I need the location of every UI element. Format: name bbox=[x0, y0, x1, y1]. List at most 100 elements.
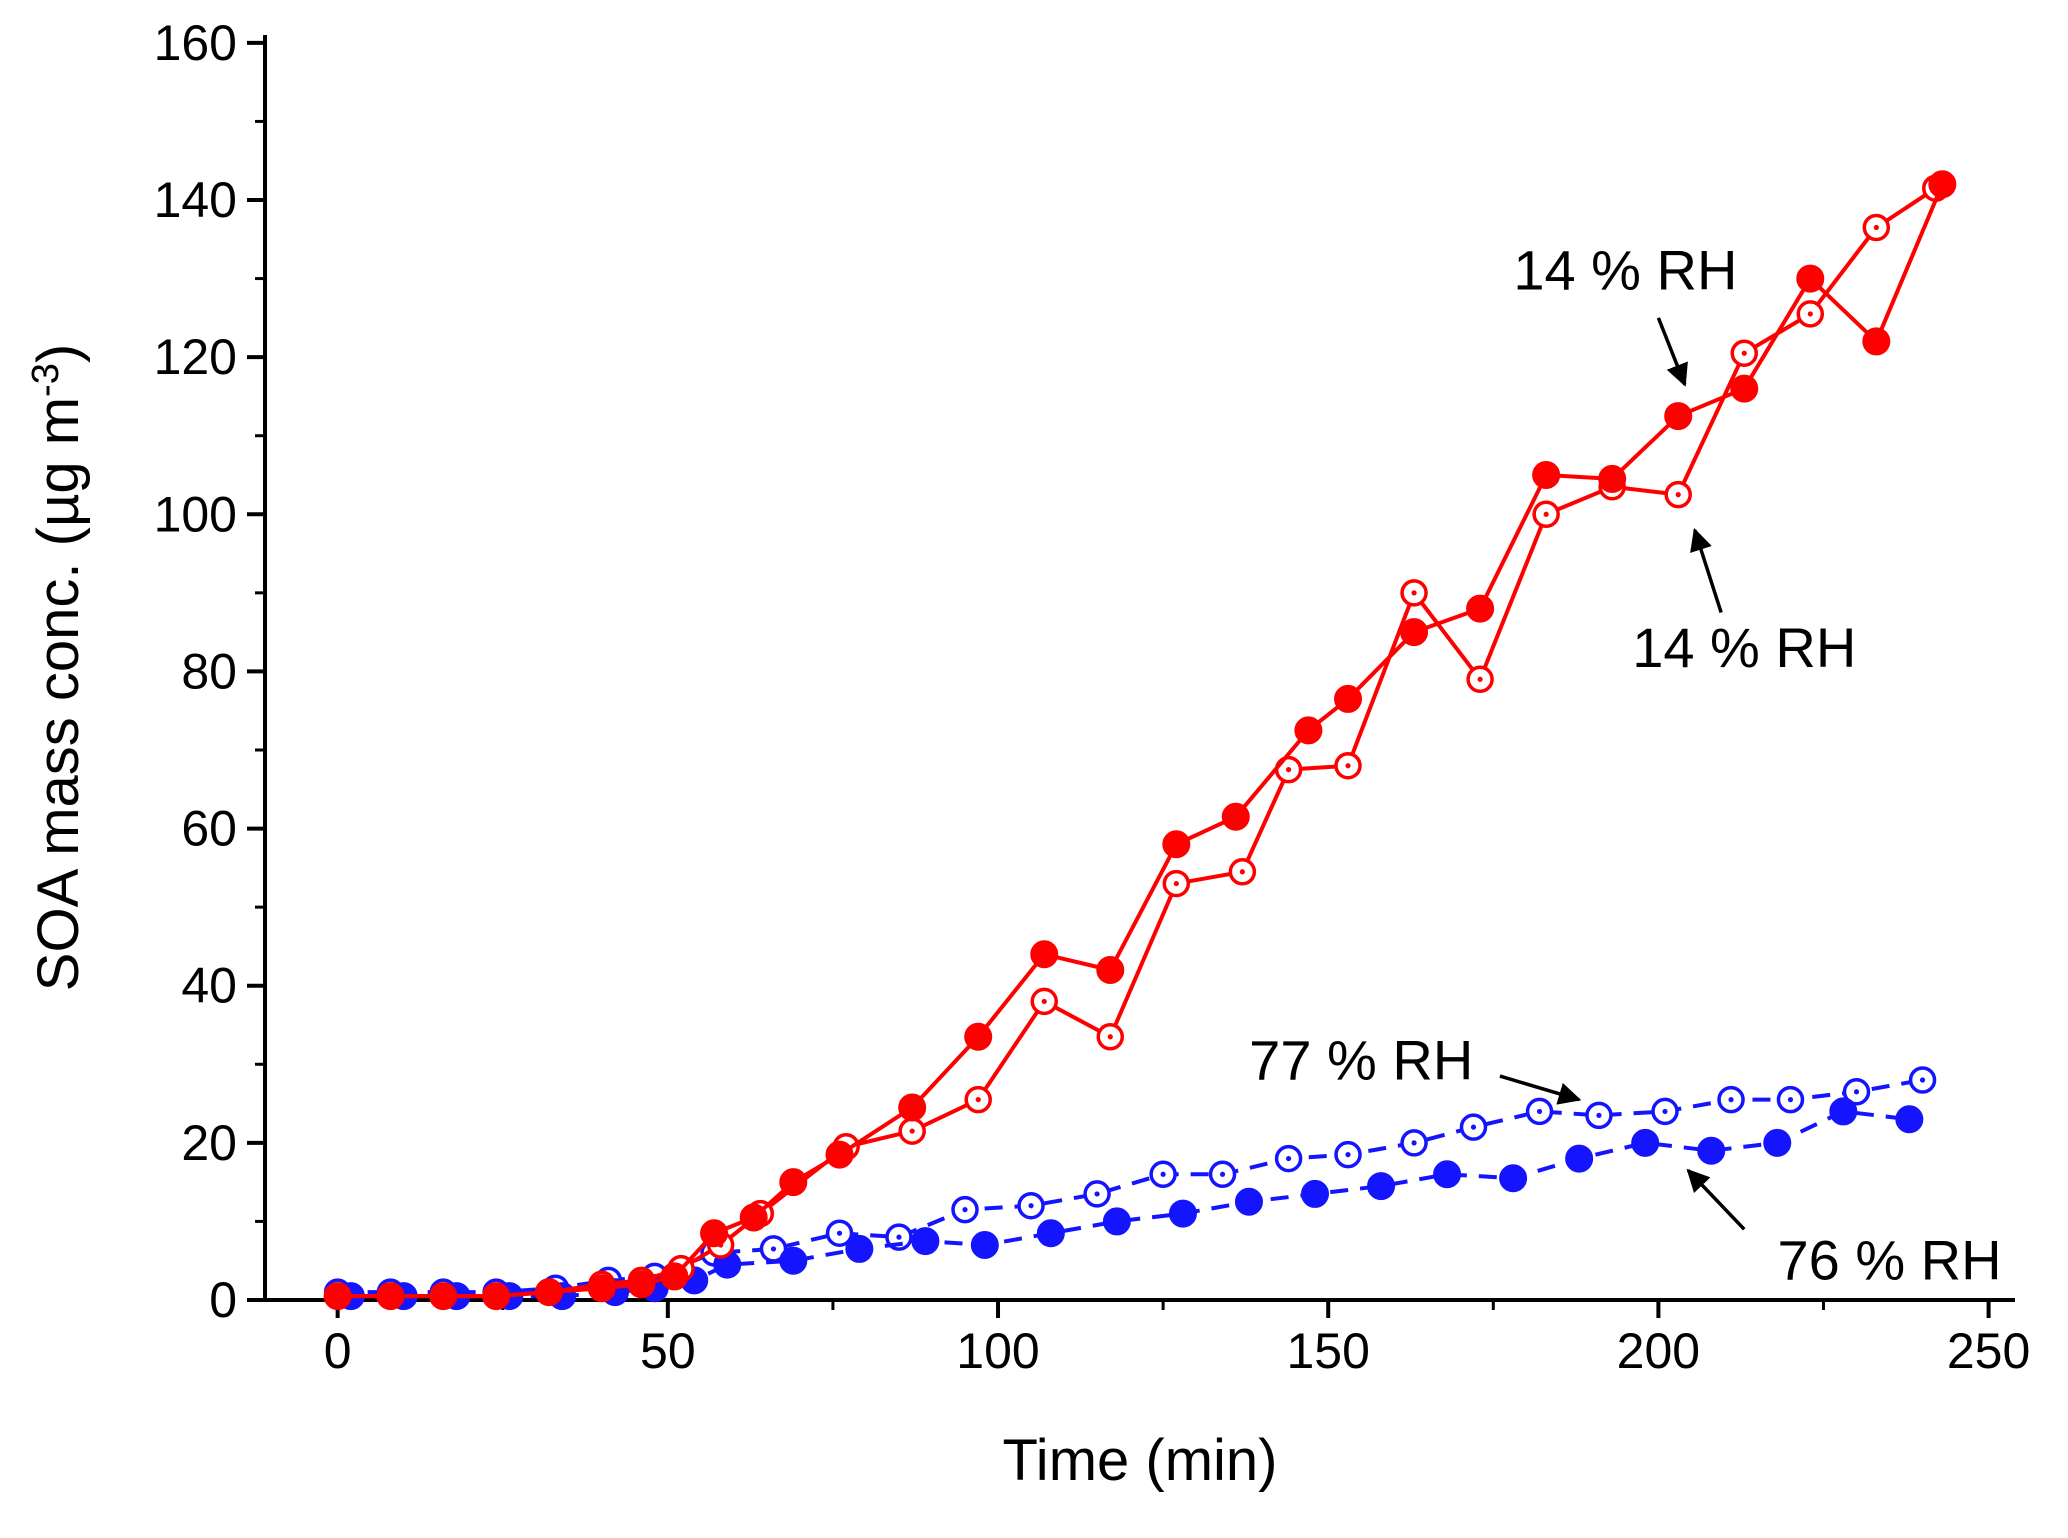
y-tick-label: 160 bbox=[154, 15, 237, 71]
data-point-center-dot bbox=[1741, 350, 1747, 356]
data-point-filled bbox=[739, 1203, 768, 1232]
data-point-center-dot bbox=[1041, 998, 1047, 1005]
data-point-center-dot bbox=[962, 1207, 968, 1213]
data-point-center-dot bbox=[1411, 590, 1417, 596]
data-point-filled bbox=[627, 1270, 656, 1299]
data-point-filled bbox=[1928, 170, 1957, 199]
data-point-center-dot bbox=[1596, 1112, 1602, 1118]
annotation-14-rh-0: 14 % RH bbox=[1513, 239, 1737, 387]
data-point-filled bbox=[587, 1274, 616, 1303]
data-point-filled bbox=[1334, 684, 1363, 713]
series-77-rh-open-circle-dot bbox=[323, 1066, 1937, 1306]
data-point-center-dot bbox=[1477, 676, 1483, 682]
x-tick-label: 150 bbox=[1286, 1323, 1369, 1379]
data-point-filled bbox=[700, 1219, 729, 1248]
data-point-center-dot bbox=[1285, 767, 1292, 773]
annotation-arrow bbox=[1686, 1168, 1746, 1231]
data-point-center-dot bbox=[975, 1097, 981, 1103]
data-point-center-dot bbox=[1028, 1203, 1034, 1209]
data-point-filled bbox=[1829, 1097, 1858, 1126]
data-point-filled bbox=[1631, 1128, 1660, 1157]
x-tick-label: 200 bbox=[1617, 1323, 1700, 1379]
data-point-filled bbox=[825, 1140, 854, 1169]
data-point-filled bbox=[1168, 1199, 1197, 1228]
data-point-filled bbox=[1221, 802, 1250, 831]
data-point-filled bbox=[1162, 830, 1191, 859]
data-point-center-dot bbox=[1345, 763, 1351, 769]
series-76-rh-filled-circle bbox=[336, 1097, 1924, 1311]
x-tick-label: 50 bbox=[640, 1323, 696, 1379]
y-tick-label: 40 bbox=[181, 958, 237, 1014]
data-point-center-dot bbox=[1873, 224, 1879, 231]
data-point-center-dot bbox=[1853, 1089, 1860, 1095]
data-point-filled bbox=[1400, 618, 1429, 647]
series-14-rh-open-circle-dot bbox=[323, 174, 1950, 1310]
data-point-center-dot bbox=[1094, 1191, 1100, 1197]
y-tick-label: 140 bbox=[154, 172, 237, 228]
data-point-filled bbox=[482, 1282, 511, 1311]
data-point-filled bbox=[1895, 1105, 1924, 1134]
y-tick-label: 120 bbox=[154, 329, 237, 385]
annotation-label: 77 % RH bbox=[1249, 1028, 1473, 1091]
data-point-center-dot bbox=[1675, 492, 1681, 498]
data-point-filled bbox=[779, 1168, 808, 1197]
data-point-center-dot bbox=[1536, 1108, 1543, 1115]
y-tick-label: 60 bbox=[181, 801, 237, 857]
data-point-filled bbox=[845, 1234, 874, 1263]
annotation-arrow bbox=[1690, 527, 1723, 614]
data-point-center-dot bbox=[1160, 1171, 1166, 1177]
data-point-center-dot bbox=[909, 1128, 915, 1134]
data-point-center-dot bbox=[836, 1230, 843, 1236]
data-point-filled bbox=[1466, 594, 1495, 623]
annotation-label: 14 % RH bbox=[1632, 616, 1856, 679]
y-tick-label: 80 bbox=[181, 643, 237, 699]
data-point-filled bbox=[1301, 1179, 1329, 1208]
annotation-77-rh-2: 77 % RH bbox=[1249, 1028, 1582, 1105]
data-point-filled bbox=[376, 1282, 405, 1311]
data-point-center-dot bbox=[1107, 1034, 1113, 1040]
data-point-filled bbox=[660, 1262, 689, 1291]
data-point-filled bbox=[964, 1022, 993, 1051]
data-point-filled bbox=[1763, 1128, 1792, 1157]
data-point-filled bbox=[898, 1093, 927, 1122]
data-point-filled bbox=[970, 1231, 999, 1259]
annotation-arrow bbox=[1656, 317, 1688, 387]
data-point-filled bbox=[779, 1246, 808, 1275]
data-point-filled bbox=[1433, 1160, 1462, 1189]
data-point-filled bbox=[1565, 1144, 1594, 1173]
data-point-filled bbox=[1697, 1136, 1726, 1165]
data-point-center-dot bbox=[1807, 311, 1813, 317]
data-point-center-dot bbox=[1173, 880, 1179, 887]
data-point-filled bbox=[1532, 461, 1561, 489]
data-point-filled bbox=[1096, 956, 1125, 984]
annotation-label: 14 % RH bbox=[1513, 239, 1737, 302]
data-point-filled bbox=[323, 1282, 352, 1311]
data-point-center-dot bbox=[1728, 1097, 1734, 1103]
annotation-label: 76 % RH bbox=[1777, 1229, 2001, 1292]
series-line bbox=[337, 186, 1937, 1299]
data-point-center-dot bbox=[1662, 1108, 1668, 1115]
data-point-center-dot bbox=[1787, 1097, 1794, 1103]
series-14-rh-filled-circle bbox=[323, 170, 1957, 1311]
annotation-14-rh-1: 14 % RH bbox=[1632, 527, 1856, 679]
data-point-center-dot bbox=[1345, 1152, 1351, 1158]
data-point-center-dot bbox=[1285, 1155, 1292, 1162]
x-tick-label: 0 bbox=[324, 1323, 352, 1379]
data-point-center-dot bbox=[1219, 1171, 1226, 1177]
axis-titles: Time (min) SOA mass conc. (µg m-3) bbox=[25, 344, 1277, 1493]
data-point-filled bbox=[1730, 374, 1759, 403]
data-point-filled bbox=[1036, 1219, 1065, 1248]
data-point-filled bbox=[1664, 402, 1693, 431]
data-point-filled bbox=[911, 1227, 940, 1256]
data-point-center-dot bbox=[1470, 1124, 1477, 1130]
data-point-filled bbox=[1367, 1172, 1396, 1201]
ticks: 0 50 100 150 200 250 0 20 40 60 80 100 120 140 160 bbox=[154, 15, 2031, 1379]
data-point-center-dot bbox=[1543, 511, 1549, 517]
data-point-center-dot bbox=[896, 1234, 902, 1240]
x-tick-label: 250 bbox=[1947, 1323, 2030, 1379]
data-point-filled bbox=[1862, 327, 1891, 356]
series-line bbox=[337, 1078, 1923, 1295]
series-line bbox=[350, 1109, 1910, 1299]
